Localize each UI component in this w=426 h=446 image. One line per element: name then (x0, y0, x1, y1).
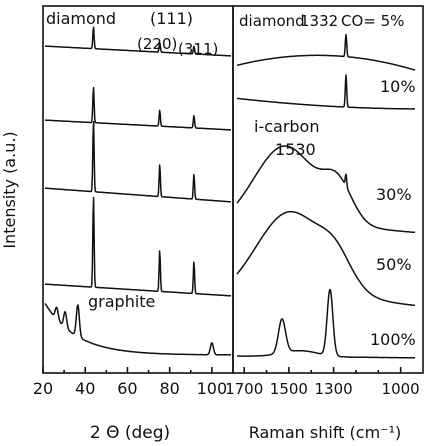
raman-series-label: 50% (376, 255, 412, 274)
xrd-ticks: 20 40 60 80 100 (33, 367, 227, 398)
raman-spectrum-line (236, 210, 416, 307)
xrd-graphite-annotation: graphite (88, 292, 155, 311)
xrd-pattern-line (44, 120, 232, 203)
xrd-pattern-line (44, 26, 232, 57)
xrd-311-annotation: (311) (178, 40, 218, 58)
xrd-220-annotation: (220) (137, 35, 177, 53)
raman-x-tick-label: 1500 (270, 380, 308, 398)
raman-spectrum-line (236, 288, 416, 359)
raman-x-axis-label: Raman shift (cm⁻¹) (249, 423, 402, 442)
xrd-panel: 20 40 60 80 100 diamond (111) (220) (311) gr… (0, 5, 234, 443)
xrd-pattern-line (44, 196, 232, 297)
raman-icarbon-annotation: i-carbon (254, 117, 319, 136)
xrd-x-tick-label: 80 (159, 379, 179, 398)
xrd-diamond-annotation: diamond (46, 9, 116, 28)
raman-curves (236, 33, 416, 359)
xrd-x-tick-label: 40 (75, 379, 95, 398)
raman-series-label: 100% (370, 330, 416, 349)
raman-x-tick-label: 1700 (225, 380, 263, 398)
raman-series-label: 10% (380, 77, 416, 96)
raman-ticks: 1700 1500 1300 1000 (225, 367, 420, 398)
xrd-x-tick-label: 100 (197, 379, 228, 398)
xrd-pattern-line (44, 86, 232, 131)
raman-panel: 1700 1500 1300 1000 diamond 1332 CO= 5% i-c… (225, 5, 424, 442)
xrd-x-tick-label: 20 (33, 379, 53, 398)
xrd-curves (44, 26, 232, 356)
raman-frame (232, 5, 424, 374)
xrd-111-annotation: (111) (150, 9, 193, 28)
raman-1530-annotation: 1530 (275, 140, 316, 159)
raman-co-annotation: CO= 5% (341, 12, 404, 30)
raman-x-tick-label: 1300 (314, 380, 352, 398)
xrd-y-axis-label: Intensity (a.u.) (0, 131, 19, 248)
xrd-pattern-line (44, 302, 232, 356)
raman-spectrum-line (236, 33, 416, 71)
xrd-x-axis-label: 2 Θ (deg) (90, 423, 170, 443)
raman-x-tick-label: 1000 (382, 380, 420, 398)
raman-spectrum-line (236, 145, 416, 234)
raman-spectrum-line (236, 74, 416, 110)
raman-diamond-annotation: diamond (239, 12, 305, 30)
raman-1332-annotation: 1332 (300, 12, 338, 30)
raman-series-label: 30% (376, 185, 412, 204)
xrd-x-tick-label: 60 (117, 379, 137, 398)
